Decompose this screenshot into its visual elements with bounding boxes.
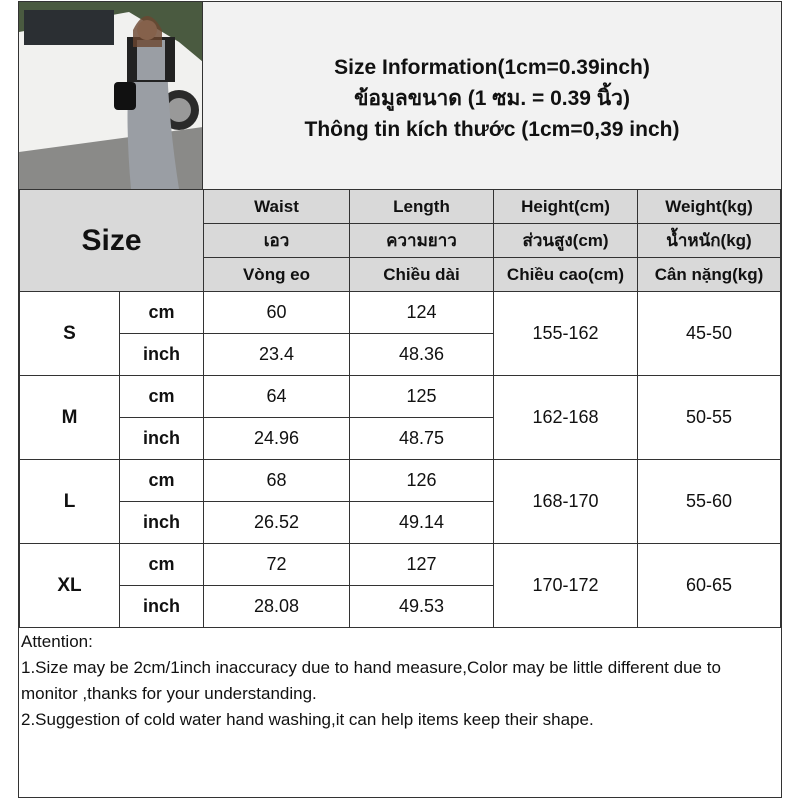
weight-range: 55-60 — [637, 459, 781, 544]
length-cm: 125 — [349, 375, 494, 418]
waist-cm: 60 — [203, 291, 350, 334]
col-length-en: Length — [349, 189, 494, 224]
length-cm: 124 — [349, 291, 494, 334]
unit-inch: inch — [119, 417, 204, 460]
waist-inch: 26.52 — [203, 501, 350, 544]
table-row-inch: inch 28.08 49.53 — [20, 585, 781, 628]
col-waist-en: Waist — [203, 189, 350, 224]
length-inch: 49.53 — [349, 585, 494, 628]
notes-heading: Attention: — [21, 632, 93, 651]
size-table: Size Waist Length Height(cm) Weight(kg) … — [19, 189, 781, 628]
table-row-cm: M cm 64 125 162-168 50-55 — [19, 375, 781, 460]
col-length-th: ความยาว — [349, 223, 494, 258]
title-vietnamese: Thông tin kích thước (1cm=0,39 inch) — [304, 118, 680, 141]
unit-inch: inch — [119, 333, 204, 376]
weight-range: 45-50 — [637, 291, 781, 376]
waist-inch: 24.96 — [203, 417, 350, 460]
title-thai: ข้อมูลขนาด (1 ซม. = 0.39 นิ้ว) — [354, 87, 630, 110]
table-row-cm: XL cm 72 127 170-172 60-65 — [19, 543, 781, 628]
product-photo — [19, 2, 203, 189]
col-waist-vi: Vòng eo — [203, 257, 350, 292]
size-label: S — [19, 291, 120, 376]
length-cm: 127 — [349, 543, 494, 586]
length-cm: 126 — [349, 459, 494, 502]
col-weight-th: น้ำหนัก(kg) — [637, 223, 781, 258]
unit-cm: cm — [119, 459, 204, 502]
attention-notes: Attention: 1.Size may be 2cm/1inch inacc… — [21, 629, 779, 733]
note-1: 1.Size may be 2cm/1inch inaccuracy due t… — [21, 658, 721, 703]
unit-cm: cm — [119, 291, 204, 334]
size-chart: Size Information(1cm=0.39inch) ข้อมูลขนา… — [18, 1, 782, 798]
waist-cm: 68 — [203, 459, 350, 502]
waist-inch: 23.4 — [203, 333, 350, 376]
unit-cm: cm — [119, 543, 204, 586]
size-label: L — [19, 459, 120, 544]
col-waist-th: เอว — [203, 223, 350, 258]
table-row-cm: L cm 68 126 168-170 55-60 — [19, 459, 781, 544]
size-header: Size — [19, 189, 204, 292]
table-row-inch: inch 23.4 48.36 — [20, 333, 781, 376]
note-2: 2.Suggestion of cold water hand washing,… — [21, 710, 594, 729]
col-weight-en: Weight(kg) — [637, 189, 781, 224]
table-row-cm: S cm 60 124 155-162 45-50 — [19, 291, 781, 376]
col-length-vi: Chiều dài — [349, 257, 494, 292]
size-label: XL — [19, 543, 120, 628]
height-range: 162-168 — [493, 375, 638, 460]
col-height-vi: Chiều cao(cm) — [493, 257, 638, 292]
col-height-th: ส่วนสูง(cm) — [493, 223, 638, 258]
height-range: 170-172 — [493, 543, 638, 628]
size-information-title: Size Information(1cm=0.39inch) ข้อมูลขนา… — [203, 2, 781, 189]
height-range: 168-170 — [493, 459, 638, 544]
table-row-inch: inch 24.96 48.75 — [20, 417, 781, 460]
height-range: 155-162 — [493, 291, 638, 376]
title-english: Size Information(1cm=0.39inch) — [334, 56, 650, 79]
length-inch: 48.75 — [349, 417, 494, 460]
waist-inch: 28.08 — [203, 585, 350, 628]
unit-inch: inch — [119, 501, 204, 544]
table-row-inch: inch 26.52 49.14 — [20, 501, 781, 544]
unit-inch: inch — [119, 585, 204, 628]
weight-range: 50-55 — [637, 375, 781, 460]
waist-cm: 72 — [203, 543, 350, 586]
length-inch: 49.14 — [349, 501, 494, 544]
unit-cm: cm — [119, 375, 204, 418]
waist-cm: 64 — [203, 375, 350, 418]
col-weight-vi: Cân nặng(kg) — [637, 257, 781, 292]
size-label: M — [19, 375, 120, 460]
weight-range: 60-65 — [637, 543, 781, 628]
col-height-en: Height(cm) — [493, 189, 638, 224]
length-inch: 48.36 — [349, 333, 494, 376]
